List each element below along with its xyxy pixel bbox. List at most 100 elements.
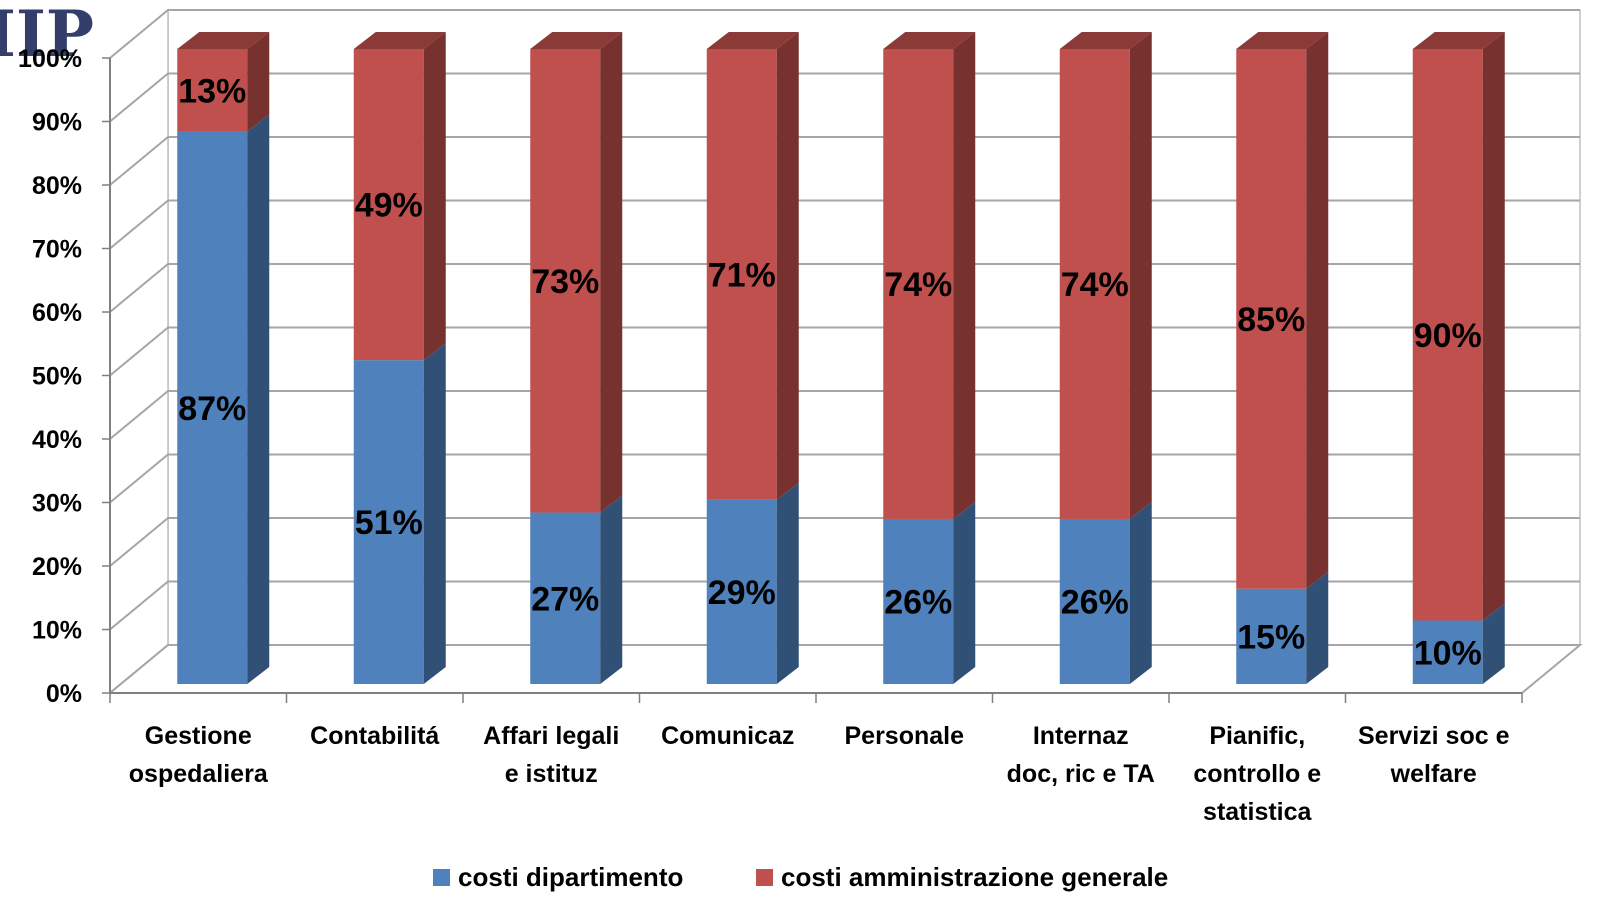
category-label: Servizi soc e welfare — [1358, 722, 1510, 788]
y-tick-label: 20% — [32, 553, 82, 581]
category-label-line: Gestione — [145, 722, 252, 750]
y-axis-tick-labels: 0% 10% 20% 30% 40% 50% 60% 70% 80% 90% 100% — [18, 45, 82, 708]
bar-side-face — [247, 114, 270, 685]
data-label: 29% — [708, 574, 776, 612]
legend-swatch — [433, 869, 450, 886]
category-label-line: doc, ric e TA — [1007, 760, 1155, 788]
bar-side-face — [423, 32, 446, 361]
bar-side-face — [953, 501, 976, 684]
bar-segment-amministrazione — [706, 32, 799, 500]
bars-layer — [177, 32, 1505, 685]
bar-front-face — [1412, 49, 1483, 621]
bar-segment-dipartimento — [1236, 571, 1329, 684]
bar-segment-amministrazione — [883, 32, 976, 519]
data-label: 74% — [884, 266, 952, 304]
category-label-line: ospedaliera — [129, 760, 269, 788]
bar-segment-dipartimento — [1412, 603, 1505, 684]
floor — [107, 644, 1583, 694]
y-tick-label: 70% — [32, 236, 82, 264]
data-label: 15% — [1237, 618, 1305, 656]
bar-side-face — [953, 32, 976, 519]
bar-side-face — [776, 482, 799, 684]
x-axis-category-labels: Gestione ospedaliera Contabilitá Affari leg… — [129, 722, 1510, 826]
gridline — [109, 9, 1580, 59]
bar-segment-dipartimento — [706, 482, 799, 684]
bar-side-face — [247, 32, 270, 132]
legend-label: costi dipartimento — [458, 862, 683, 892]
category-label-line: Servizi soc e — [1358, 722, 1510, 750]
bar-front-face — [1412, 620, 1483, 684]
bar-side-face — [1482, 603, 1505, 684]
y-tick-label: 90% — [32, 109, 82, 137]
data-label: 26% — [884, 583, 952, 621]
bar-top-face — [1412, 32, 1505, 49]
data-label: 27% — [531, 580, 599, 618]
data-label: 49% — [355, 187, 423, 225]
y-tick-label: 80% — [32, 172, 82, 200]
bar-segment-amministrazione — [1412, 32, 1505, 621]
bar-front-face — [353, 49, 424, 361]
category-label: Internaz doc, ric e TA — [1007, 722, 1155, 788]
bar-front-face — [353, 360, 424, 684]
bar-side-face — [1129, 32, 1152, 519]
bar-front-face — [1059, 49, 1130, 519]
bar-side-face — [776, 32, 799, 500]
bar-front-face — [530, 512, 601, 684]
legend: costi dipartimento costi amministrazione … — [433, 862, 1168, 892]
bar-front-face — [177, 49, 248, 132]
chart-walls — [102, 8, 1583, 703]
category-label-line: welfare — [1390, 760, 1477, 788]
bar-front-face — [706, 499, 777, 684]
y-tick-label: 100% — [18, 45, 82, 73]
data-label: 51% — [355, 504, 423, 542]
y-tick-label: 60% — [32, 299, 82, 327]
bar-front-face — [706, 49, 777, 500]
bar-segment-amministrazione — [1236, 32, 1329, 589]
bar-top-face — [706, 32, 799, 49]
category-label: Affari legali e istituz — [483, 722, 619, 788]
bar-segment-dipartimento — [883, 501, 976, 684]
bar-side-face — [1482, 32, 1505, 621]
legend-item-dipartimento: costi dipartimento — [433, 862, 683, 892]
bar-top-face — [353, 32, 446, 49]
data-label: 71% — [708, 256, 776, 294]
y-tick-label: 40% — [32, 426, 82, 454]
bar-segment-amministrazione — [530, 32, 623, 513]
y-tick-label: 30% — [32, 490, 82, 518]
bar-top-face — [530, 32, 623, 49]
y-tick-label: 10% — [32, 617, 82, 645]
bar-front-face — [1236, 49, 1307, 589]
category-label-line: statistica — [1203, 798, 1312, 826]
category-label: Pianific, controllo e statistica — [1193, 722, 1321, 826]
legend-item-amministrazione: costi amministrazione generale — [756, 862, 1168, 892]
data-label: 74% — [1061, 266, 1129, 304]
bar-front-face — [883, 49, 954, 519]
logo-fragment: IIP — [0, 0, 94, 72]
legend-swatch — [756, 869, 773, 886]
bar-top-face — [1236, 32, 1329, 49]
category-label-line: Pianific, — [1209, 722, 1305, 750]
bar-top-face — [1059, 32, 1152, 49]
bar-segment-dipartimento — [353, 343, 446, 684]
category-label: Personale — [844, 722, 964, 750]
data-label: 26% — [1061, 583, 1129, 621]
data-label: 13% — [178, 72, 246, 110]
bar-segment-dipartimento — [530, 495, 623, 684]
bar-side-face — [1306, 571, 1329, 684]
data-label: 87% — [178, 390, 246, 428]
category-label-line: controllo e — [1193, 760, 1321, 788]
data-label: 10% — [1414, 634, 1482, 672]
category-label-line: Affari legali — [483, 722, 619, 750]
category-label: Contabilitá — [310, 722, 439, 750]
bar-front-face — [177, 131, 248, 685]
bar-front-face — [530, 49, 601, 513]
data-label: 85% — [1237, 301, 1305, 339]
bar-side-face — [1306, 32, 1329, 589]
category-label-line: Contabilitá — [310, 722, 439, 750]
bar-front-face — [1236, 588, 1307, 684]
bar-side-face — [1129, 501, 1152, 684]
bar-segment-amministrazione — [1059, 32, 1152, 519]
bar-top-face — [177, 32, 270, 49]
